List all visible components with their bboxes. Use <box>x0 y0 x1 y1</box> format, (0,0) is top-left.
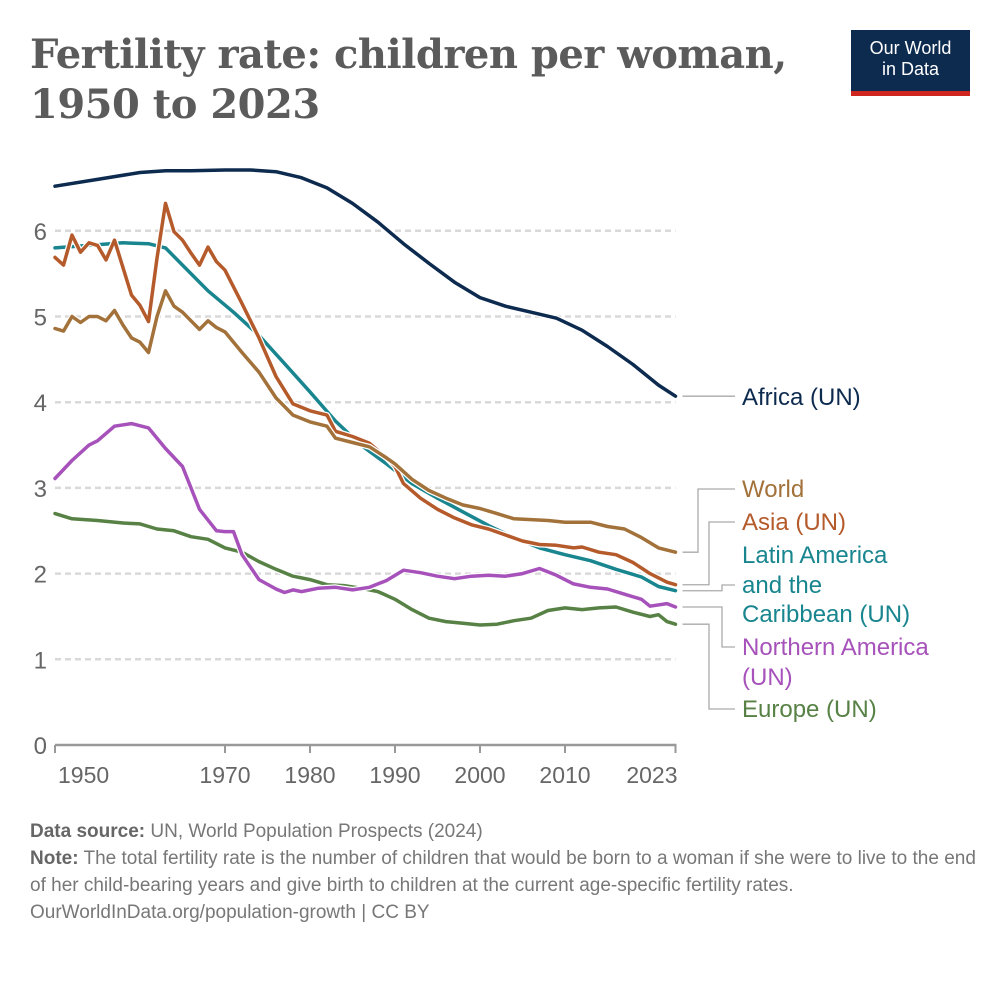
owid-logo[interactable]: Our World in Data <box>851 30 970 96</box>
legend-label[interactable]: Northern America <box>742 634 929 661</box>
y-tick-label: 0 <box>34 733 47 760</box>
series-halo <box>54 239 677 594</box>
legend-connector <box>682 521 735 586</box>
logo-line-2: in Data <box>881 59 940 79</box>
x-tick-label: 2010 <box>539 762 590 788</box>
legend-label[interactable]: (UN) <box>742 664 793 691</box>
legend-label[interactable]: Caribbean (UN) <box>742 601 910 628</box>
x-axis: 1950 1970 1980 1990 2000 2010 2023 <box>54 743 678 788</box>
source-link[interactable]: OurWorldInData.org/population-growth | C… <box>30 902 430 923</box>
x-tick-label: 1980 <box>284 762 335 788</box>
source-text: UN, World Population Prospects (2024) <box>145 821 483 842</box>
legend-label[interactable]: Latin America <box>742 542 888 569</box>
legend-label[interactable]: World <box>742 476 804 503</box>
legend-connectors <box>682 395 735 710</box>
legend-connector <box>682 606 735 648</box>
series-line-africa-un[interactable] <box>53 168 678 398</box>
series-line-northern-america-un[interactable] <box>53 421 678 609</box>
y-tick-label: 6 <box>34 219 47 246</box>
y-tick-label: 1 <box>34 647 47 674</box>
legend-label[interactable]: and the <box>742 572 822 599</box>
logo-line-1: Our World <box>869 38 952 58</box>
data-source: Data source: UN, World Population Prospe… <box>30 818 980 845</box>
legend-label[interactable]: Africa (UN) <box>742 384 861 411</box>
title-line-1: Fertility rate: children per woman, <box>30 31 787 78</box>
x-tick-label: 1990 <box>369 762 420 788</box>
series-line-latin-america-and-the-caribbean-un[interactable] <box>53 241 678 593</box>
legend-label[interactable]: Asia (UN) <box>742 509 846 536</box>
x-tick-label: 2000 <box>454 762 505 788</box>
logo-band <box>851 91 970 96</box>
legend-label[interactable]: Europe (UN) <box>742 696 877 723</box>
series-line-europe-un[interactable] <box>53 511 678 627</box>
x-tick-label: 2023 <box>626 762 677 788</box>
legend-labels: Africa (UN) World Asia (UN) Latin America an… <box>742 384 929 723</box>
series-halo <box>54 167 678 399</box>
legend-connector <box>682 584 735 592</box>
y-tick-label: 2 <box>34 562 47 589</box>
y-axis-ticks: 0 1 2 3 4 5 6 <box>34 219 47 760</box>
note: Note: The total fertility rate is the nu… <box>30 845 980 899</box>
legend-connector <box>682 488 735 553</box>
source-label: Data source: <box>30 821 146 842</box>
series-line-world[interactable] <box>53 289 678 554</box>
title-line-2: 1950 to 2023 <box>30 81 320 128</box>
series-line-asia-un[interactable] <box>53 201 678 587</box>
y-tick-label: 5 <box>34 305 47 332</box>
footer: Data source: UN, World Population Prospe… <box>30 818 980 926</box>
y-tick-label: 3 <box>34 476 47 503</box>
chart-title: Fertility rate: children per woman, 1950… <box>30 30 810 130</box>
legend-connector <box>682 623 735 710</box>
note-text: The total fertility rate is the number o… <box>30 848 976 896</box>
x-tick-label: 1950 <box>58 762 109 788</box>
x-tick-label: 1970 <box>199 762 250 788</box>
y-tick-label: 4 <box>34 390 47 417</box>
series-lines <box>52 167 678 628</box>
note-label: Note: <box>30 848 79 869</box>
